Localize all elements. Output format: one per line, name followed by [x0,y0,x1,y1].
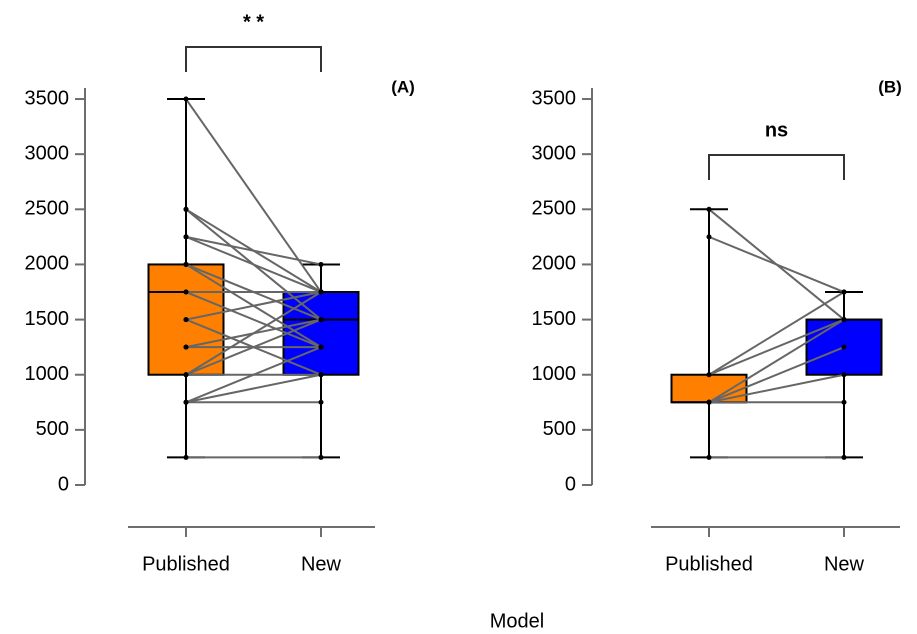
y-tick-label: 1000 [25,363,70,385]
paired-line [185,373,322,404]
significance-label: * * [243,11,264,33]
point [318,454,324,460]
paired-line [708,318,845,404]
y-tick-label: 1500 [532,308,577,330]
y-tick-label: 1500 [25,308,70,330]
point [183,454,189,460]
point [183,372,189,378]
point [706,454,712,460]
panel-label: (A) [391,77,415,96]
significance-bracket [185,46,322,72]
significance-bracket [708,154,845,180]
point [841,454,847,460]
y-tick-label: 0 [565,473,576,495]
paired-line [708,291,845,376]
point [318,317,324,323]
point [183,289,189,295]
x-tick-label: Published [142,553,230,575]
panel-label: (B) [878,77,902,96]
x-tick-label: New [824,553,865,575]
paired-line [708,373,845,404]
paired-line [185,346,322,404]
paired-line [185,291,322,376]
y-tick-label: 2000 [25,253,70,275]
point [841,289,847,295]
point [183,317,189,323]
x-axis-label: Model [490,610,544,632]
point [318,372,324,378]
paired-line [708,346,845,404]
point [841,317,847,323]
point [318,344,324,350]
y-tick-label: 3500 [25,87,70,109]
point [318,399,324,405]
paired-line [708,318,845,376]
y-tick-label: 500 [36,418,69,440]
point [183,96,189,102]
y-tick-label: 500 [543,418,576,440]
point [706,372,712,378]
point [706,399,712,405]
point [706,234,712,240]
point [183,261,189,267]
significance-label: ns [765,119,788,141]
point [183,344,189,350]
point [183,234,189,240]
y-tick-label: 3000 [532,142,577,164]
paired-line [185,235,322,293]
point [183,399,189,405]
point [841,372,847,378]
point [841,399,847,405]
point [318,289,324,295]
paired-line [185,98,322,293]
paired-line [185,291,322,321]
y-tick-label: 2500 [25,198,70,220]
y-tick-label: 0 [58,473,69,495]
box [670,373,748,404]
x-tick-label: New [301,553,342,575]
y-tick-label: 3000 [25,142,70,164]
x-tick-label: Published [665,553,753,575]
point [183,206,189,212]
box [282,291,360,376]
point [841,344,847,350]
y-tick-label: 3500 [532,87,577,109]
point [318,261,324,267]
y-tick-label: 2500 [532,198,577,220]
paired-line [185,235,322,266]
point [706,206,712,212]
y-tick-label: 1000 [532,363,577,385]
paired-line [185,318,322,376]
paired-line [708,235,845,293]
paired-line [185,291,322,349]
y-tick-label: 2000 [532,253,577,275]
